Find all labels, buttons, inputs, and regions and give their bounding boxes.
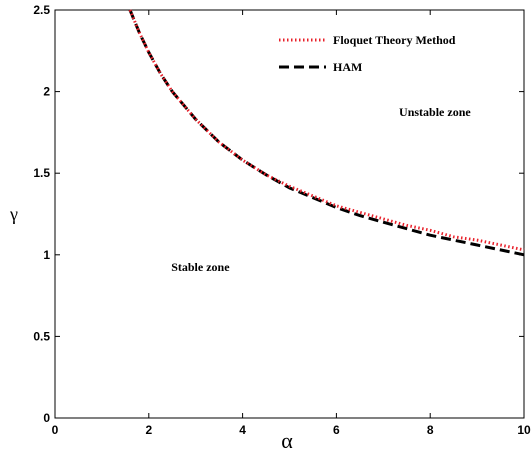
y-tick-label: 1 — [43, 248, 50, 262]
series-lines — [128, 9, 525, 257]
x-tick-label: 10 — [517, 423, 531, 437]
y-tick-label: 2 — [43, 85, 50, 99]
legend-label: HAM — [333, 60, 362, 74]
y-tick-label: 0.5 — [33, 329, 50, 343]
y-tick-label: 1.5 — [33, 166, 50, 180]
x-axis-label: α — [281, 428, 293, 452]
annotations: Unstable zone Stable zone — [171, 105, 471, 274]
zone-annotation: Stable zone — [171, 260, 230, 274]
y-axis-label: γ — [9, 204, 18, 224]
x-tick-label: 0 — [52, 423, 59, 437]
y-tick-label: 2.5 — [33, 3, 50, 17]
x-tick-label: 6 — [333, 423, 340, 437]
series-line-ham — [128, 9, 525, 257]
x-tick-label: 8 — [427, 423, 434, 437]
zone-annotation: Unstable zone — [399, 105, 471, 119]
plot-frame — [54, 9, 525, 419]
series-line-floquet — [128, 9, 525, 252]
x-tick-label: 4 — [239, 423, 246, 437]
legend-label: Floquet Theory Method — [333, 33, 456, 47]
legend: Floquet Theory Method HAM — [279, 33, 456, 74]
y-tick-label: 0 — [43, 411, 50, 425]
x-tick-label: 2 — [145, 423, 152, 437]
